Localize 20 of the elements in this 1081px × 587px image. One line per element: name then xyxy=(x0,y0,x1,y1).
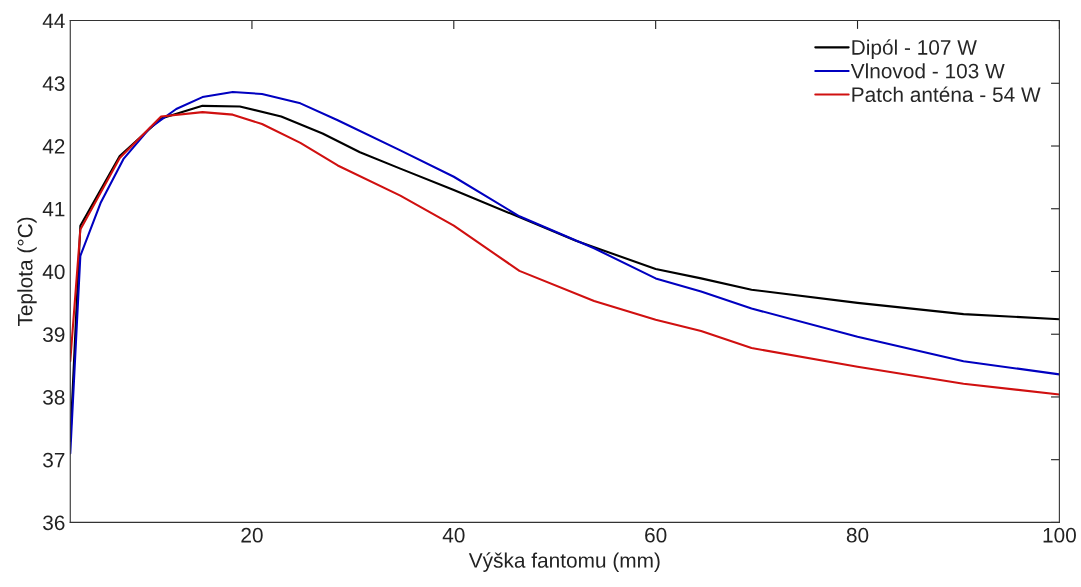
x-tick-label: 60 xyxy=(645,527,667,543)
x-tick-label: 80 xyxy=(846,527,869,543)
x-tick-label: 20 xyxy=(241,527,263,543)
line-series xyxy=(70,111,1060,396)
y-tick-label: 41 xyxy=(42,201,65,217)
legend-label: Vlnovod - 103 W xyxy=(850,63,1005,79)
y-tick-label: 40 xyxy=(42,264,65,280)
legend-label: Patch anténa - 54 W xyxy=(852,86,1041,103)
x-tick-label: 100 xyxy=(1043,527,1076,543)
y-tick-label: 42 xyxy=(42,139,65,154)
legend-label: Dipól - 107 W xyxy=(852,39,977,59)
x-axis-title: Výška fantomu (mm) xyxy=(468,552,660,572)
y-tick-label: 38 xyxy=(43,389,65,405)
x-tick-label: 40 xyxy=(442,527,465,543)
y-tick-label: 44 xyxy=(42,13,65,29)
y-tick-label: 36 xyxy=(43,515,65,531)
y-tick-label: 39 xyxy=(43,327,65,342)
y-tick-label: 43 xyxy=(42,76,65,92)
y-axis-title: Teplota (°C) xyxy=(17,217,37,327)
y-tick-label: 37 xyxy=(43,452,65,468)
